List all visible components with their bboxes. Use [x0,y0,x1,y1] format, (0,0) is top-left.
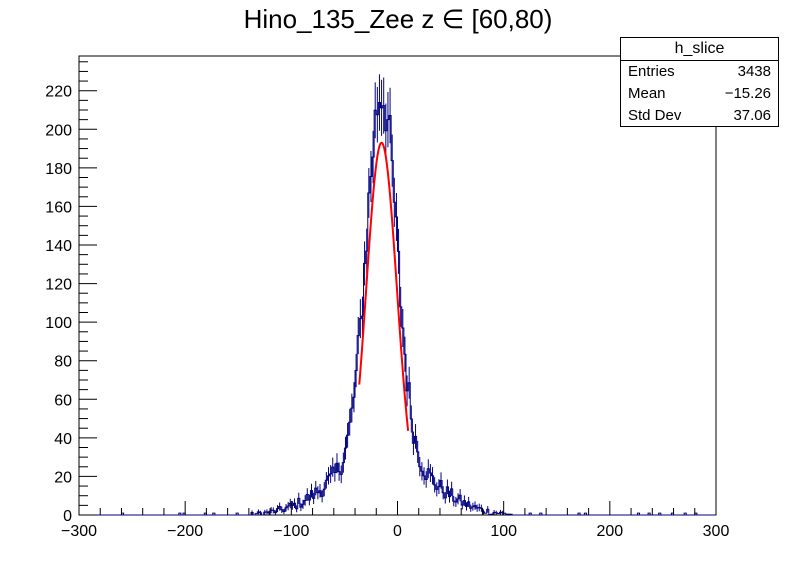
stats-entries-value: 3438 [737,63,771,80]
y-tick-label: 0 [63,508,72,525]
stats-box-title: h_slice [621,38,778,61]
y-tick-label: 140 [45,238,72,255]
stats-stddev-row: Std Dev 37.06 [621,105,778,127]
y-tick-label: 60 [54,392,72,409]
chart-title: Hino_135_Zee z ∈ [60,80) [243,4,553,34]
stats-mean-label: Mean [628,85,666,102]
y-tick-label: 40 [54,431,72,448]
x-tick-label: 100 [490,523,517,540]
y-tick-label: 180 [45,161,72,178]
stats-mean-value: −15.26 [724,85,771,102]
histogram-line [79,102,716,516]
y-tick-label: 80 [54,354,72,371]
stats-stddev-value: 37.06 [733,107,771,124]
y-tick-label: 20 [54,469,72,486]
y-tick-label: 120 [45,277,72,294]
x-tick-label: −300 [61,523,97,540]
y-tick-label: 100 [45,315,72,332]
x-tick-label: 300 [703,523,730,540]
stats-entries-row: Entries 3438 [621,61,778,83]
fit-curve [358,141,410,431]
y-tick-label: 220 [45,84,72,101]
x-tick-label: −200 [167,523,203,540]
x-tick-label: 200 [596,523,623,540]
stats-mean-row: Mean −15.26 [621,83,778,105]
x-tick-label: −100 [273,523,309,540]
stats-box: h_slice Entries 3438 Mean −15.26 Std Dev… [620,37,779,127]
stats-entries-label: Entries [628,63,675,80]
stats-stddev-label: Std Dev [628,107,682,124]
y-tick-label: 160 [45,199,72,216]
y-tick-label: 200 [45,122,72,139]
x-tick-label: 0 [393,523,402,540]
